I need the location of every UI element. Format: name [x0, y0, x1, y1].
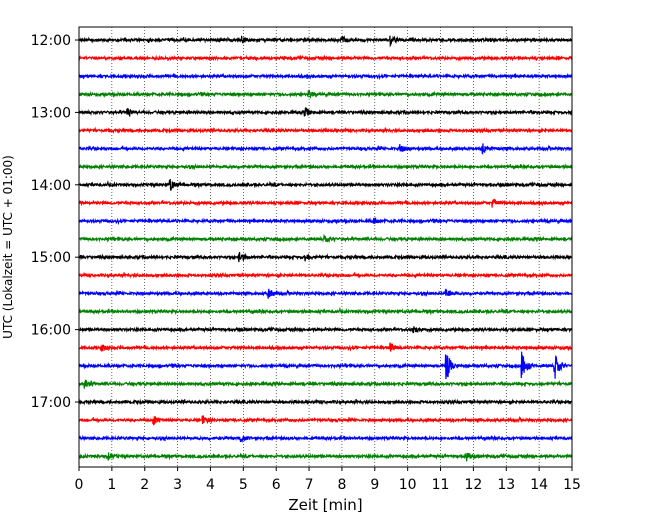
- x-tick-label: 10: [399, 477, 417, 493]
- y-axis-ticks: 12:00 13:00 14:00 15:00 16:00 17:00: [31, 33, 79, 411]
- x-tick-label: 11: [432, 477, 450, 493]
- trace-line: [78, 288, 573, 299]
- x-tick-label: 5: [239, 477, 248, 493]
- trace-line: [78, 89, 573, 99]
- seismic-traces: [78, 35, 573, 462]
- trace-line: [78, 198, 573, 208]
- trace-line: [78, 378, 573, 389]
- x-tick-label: 7: [305, 477, 314, 493]
- x-tick-label: 12: [464, 477, 482, 493]
- trace-line: [78, 163, 573, 171]
- trace-line: [78, 35, 573, 48]
- trace-line: [78, 143, 573, 155]
- trace-line: [78, 415, 573, 426]
- y-tick-label: 13:00: [31, 105, 71, 121]
- y-tick-label: 17:00: [31, 395, 71, 411]
- trace-line: [78, 398, 573, 406]
- x-axis-label: Zeit [min]: [288, 496, 362, 514]
- x-tick-label: 9: [370, 477, 379, 493]
- plot-frame: [78, 26, 573, 468]
- plot-background: [79, 27, 572, 467]
- trace-line: [78, 434, 573, 444]
- x-tick-label: 3: [173, 477, 182, 493]
- x-tick-label: 2: [140, 477, 149, 493]
- trace-line: [78, 72, 573, 81]
- trace-line: [78, 306, 573, 316]
- x-axis-ticks: 0 1 2 3 4 5 6 7 8 9 10 11 12 13 14 15: [75, 467, 581, 493]
- x-tick-label: 13: [497, 477, 515, 493]
- trace-line: [78, 233, 573, 244]
- trace-line: [78, 178, 573, 191]
- x-tick-label: 14: [530, 477, 548, 493]
- y-axis-label: UTC (Lokalzeit = UTC + 01:00): [1, 155, 15, 339]
- trace-line: [78, 251, 573, 263]
- trace-line: [78, 107, 573, 117]
- trace-line: [78, 217, 573, 226]
- y-tick-label: 15:00: [31, 250, 71, 266]
- trace-line: [78, 126, 573, 134]
- y-tick-label: 16:00: [31, 323, 71, 339]
- trace-line: [78, 351, 573, 380]
- trace-line: [78, 342, 573, 352]
- y-tick-label: 14:00: [31, 178, 71, 194]
- x-tick-label: 8: [337, 477, 346, 493]
- x-tick-label: 1: [107, 477, 116, 493]
- trace-line: [78, 271, 573, 279]
- y-tick-label: 12:00: [31, 33, 71, 49]
- x-tick-label: 15: [563, 477, 581, 493]
- trace-line: [78, 325, 573, 334]
- x-tick-label: 0: [75, 477, 84, 493]
- x-tick-label: 6: [272, 477, 281, 493]
- x-tick-label: 4: [206, 477, 215, 493]
- trace-line: [78, 452, 573, 462]
- trace-line: [78, 54, 573, 62]
